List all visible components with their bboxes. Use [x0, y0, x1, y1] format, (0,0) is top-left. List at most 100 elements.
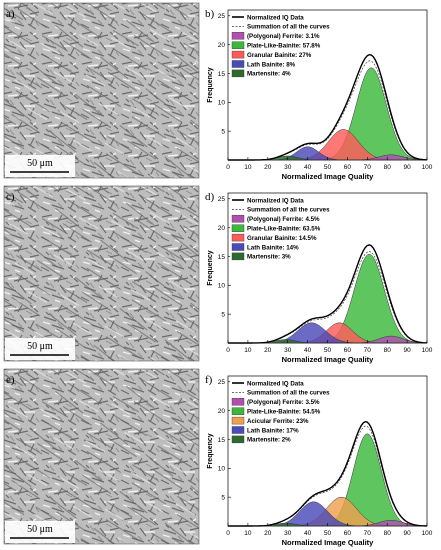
legend-swatch [231, 416, 245, 425]
micrograph-panel: a) 50 μm [3, 2, 200, 179]
x-tick-label: 40 [304, 347, 312, 354]
x-tick-label: 90 [403, 347, 411, 354]
x-axis-label: Normalized Image Quality [282, 355, 375, 364]
x-tick-label: 70 [364, 347, 372, 354]
legend-swatch [231, 32, 245, 40]
x-tick-label: 10 [244, 164, 252, 171]
iq-chart: b) 0 10 20 30 40 50 60 70 80 90 100 5 10 15 20 25 Normali… [205, 8, 433, 181]
legend: Normalized IQ Data Summation of all the c… [230, 11, 340, 79]
y-tick-label: 5 [221, 128, 225, 135]
micrograph-border [3, 185, 200, 362]
x-tick-label: 60 [344, 164, 352, 171]
legend-background [230, 194, 340, 262]
x-tick-label: 20 [264, 347, 272, 354]
legend-swatch [231, 252, 245, 261]
x-tick-label: 20 [264, 530, 272, 537]
x-tick-label: 30 [284, 347, 292, 354]
x-tick-label: 100 [422, 347, 433, 354]
legend-label: Normalized IQ Data [247, 197, 304, 204]
legend-label: Granular Bainite: 14.5% [247, 235, 317, 242]
panel-letter: c) [6, 191, 15, 203]
y-tick-label: 25 [218, 379, 226, 386]
legend-label: Martensite: 3% [247, 254, 291, 261]
micrograph-border [3, 2, 200, 179]
y-tick-label: 5 [221, 494, 225, 501]
panel-letter: a) [6, 8, 15, 20]
iq-chart: f) 0 10 20 30 40 50 60 70 80 90 100 5 10 15 20 25 Normali… [205, 374, 433, 547]
y-tick-label: 15 [218, 437, 226, 444]
x-tick-label: 100 [422, 530, 433, 537]
legend-label: Acicular Ferrite: 23% [247, 418, 309, 425]
legend-label: Summation of all the curves [247, 390, 330, 397]
legend-swatch [231, 224, 245, 232]
x-tick-label: 90 [403, 530, 411, 537]
x-axis-label: Normalized Image Quality [282, 172, 375, 181]
legend-swatch [231, 60, 245, 68]
x-tick-label: 10 [244, 347, 252, 354]
legend-swatch [231, 233, 245, 242]
legend-swatch [231, 407, 245, 415]
y-tick-label: 20 [218, 42, 226, 49]
legend-swatch [231, 243, 245, 251]
legend-label: Martensite: 4% [247, 71, 291, 78]
legend-swatch [231, 398, 245, 406]
y-axis-label: Frequency [207, 433, 214, 469]
legend-label: (Polygonal) Ferrite: 3.1% [247, 33, 320, 40]
y-tick-label: 15 [218, 71, 226, 78]
x-tick-label: 40 [304, 530, 312, 537]
micrograph-texture [4, 369, 199, 544]
legend-swatch [231, 41, 245, 49]
normalized-iq-curve [228, 420, 428, 527]
y-axis-label: Frequency [207, 67, 214, 103]
scale-bar-label: 50 μm [27, 341, 53, 352]
x-tick-label: 70 [364, 530, 372, 537]
y-tick-label: 10 [218, 283, 226, 290]
y-axis-label: Frequency [207, 250, 214, 286]
x-tick-label: 100 [422, 164, 433, 171]
x-axis-label: Normalized Image Quality [282, 538, 375, 547]
legend-label: Granular Bainite: 27% [247, 52, 312, 59]
legend-swatch [231, 50, 245, 59]
x-tick-label: 10 [244, 530, 252, 537]
x-tick-label: 80 [384, 530, 392, 537]
panel-letter: d) [205, 191, 215, 203]
iq-chart: d) 0 10 20 30 40 50 60 70 80 90 100 5 10 15 20 25 Normali… [205, 191, 433, 364]
legend-label: Lath Bainite: 14% [247, 244, 299, 251]
legend-label: Summation of all the curves [247, 24, 330, 31]
y-tick-label: 25 [218, 196, 226, 203]
legend-swatch [231, 435, 245, 444]
normalized-iq-curve [228, 244, 428, 344]
y-tick-label: 20 [218, 408, 226, 415]
legend-label: Lath Bainite: 8% [247, 61, 296, 68]
micrograph-panel: c) 50 μm [3, 185, 200, 362]
y-tick-label: 5 [221, 311, 225, 318]
x-tick-label: 0 [226, 347, 230, 354]
x-tick-label: 80 [384, 347, 392, 354]
panel-letter: f) [205, 374, 213, 386]
x-tick-label: 30 [284, 530, 292, 537]
x-tick-label: 60 [344, 347, 352, 354]
legend-label: Normalized IQ Data [247, 380, 304, 387]
y-tick-label: 15 [218, 254, 226, 261]
y-tick-label: 10 [218, 466, 226, 473]
x-tick-label: 50 [324, 347, 332, 354]
x-tick-label: 50 [324, 164, 332, 171]
legend-label: Plate-Like-Bainite: 54.5% [247, 409, 321, 416]
normalized-iq-curve [228, 53, 428, 161]
legend: Normalized IQ Data Summation of all the c… [230, 377, 340, 445]
legend: Normalized IQ Data Summation of all the c… [230, 194, 340, 262]
legend-label: (Polygonal) Ferrite: 3.5% [247, 399, 320, 406]
legend-label: Summation of all the curves [247, 207, 330, 214]
y-tick-label: 20 [218, 225, 226, 232]
legend-background [230, 11, 340, 79]
x-tick-label: 20 [264, 164, 272, 171]
x-tick-label: 30 [284, 164, 292, 171]
x-tick-label: 60 [344, 530, 352, 537]
legend-background [230, 377, 340, 445]
legend-label: Martensite: 2% [247, 437, 291, 444]
micrograph-border [3, 368, 200, 545]
x-tick-label: 40 [304, 164, 312, 171]
panel-letter: e) [6, 374, 15, 386]
x-tick-label: 0 [226, 164, 230, 171]
